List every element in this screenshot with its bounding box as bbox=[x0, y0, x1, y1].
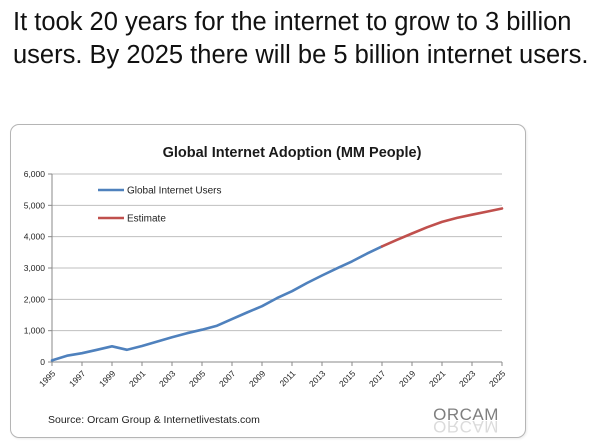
y-tick-label: 0 bbox=[40, 357, 45, 367]
orcam-logo: ORCAM ORCAM bbox=[433, 405, 499, 436]
x-tick-label: 2009 bbox=[247, 368, 268, 389]
y-tick-label: 3,000 bbox=[24, 263, 46, 273]
chart-source: Source: Orcam Group & Internetlivestats.… bbox=[48, 414, 260, 426]
x-tick-label: 2003 bbox=[157, 368, 178, 389]
chart-title: Global Internet Adoption (MM People) bbox=[163, 145, 422, 161]
y-tick-label: 2,000 bbox=[24, 294, 46, 304]
x-tick-label: 2019 bbox=[397, 368, 418, 389]
x-tick-label: 1999 bbox=[97, 368, 118, 389]
headline: It took 20 years for the internet to gro… bbox=[13, 8, 589, 69]
legend-label: Global Internet Users bbox=[127, 186, 222, 197]
x-tick-label: 2015 bbox=[337, 368, 358, 389]
chart-frame bbox=[10, 124, 526, 438]
logo-reflection: ORCAM bbox=[433, 417, 499, 436]
x-tick-label: 2023 bbox=[457, 368, 478, 389]
y-tick-label: 5,000 bbox=[24, 200, 46, 210]
x-tick-label: 2007 bbox=[217, 368, 238, 389]
x-tick-label: 1997 bbox=[67, 368, 88, 389]
logo-reflection-text: ORCAM bbox=[433, 417, 499, 436]
x-tick-label: 2013 bbox=[307, 368, 328, 389]
y-tick-label: 6,000 bbox=[24, 169, 46, 179]
x-tick-label: 2025 bbox=[487, 368, 508, 389]
legend-label: Estimate bbox=[127, 214, 166, 225]
x-tick-label: 2021 bbox=[427, 368, 448, 389]
series-line-estimate bbox=[380, 207, 504, 248]
x-tick-label: 2017 bbox=[367, 368, 388, 389]
series-line-global-internet-users bbox=[50, 245, 384, 362]
x-tick-label: 2011 bbox=[277, 368, 297, 388]
y-tick-label: 1,000 bbox=[24, 326, 46, 336]
x-tick-label: 2005 bbox=[187, 368, 208, 389]
x-tick-label: 2001 bbox=[127, 368, 148, 389]
x-tick-label: 1995 bbox=[37, 368, 58, 389]
y-tick-label: 4,000 bbox=[24, 232, 46, 242]
logo-text: ORCAM bbox=[433, 405, 499, 424]
